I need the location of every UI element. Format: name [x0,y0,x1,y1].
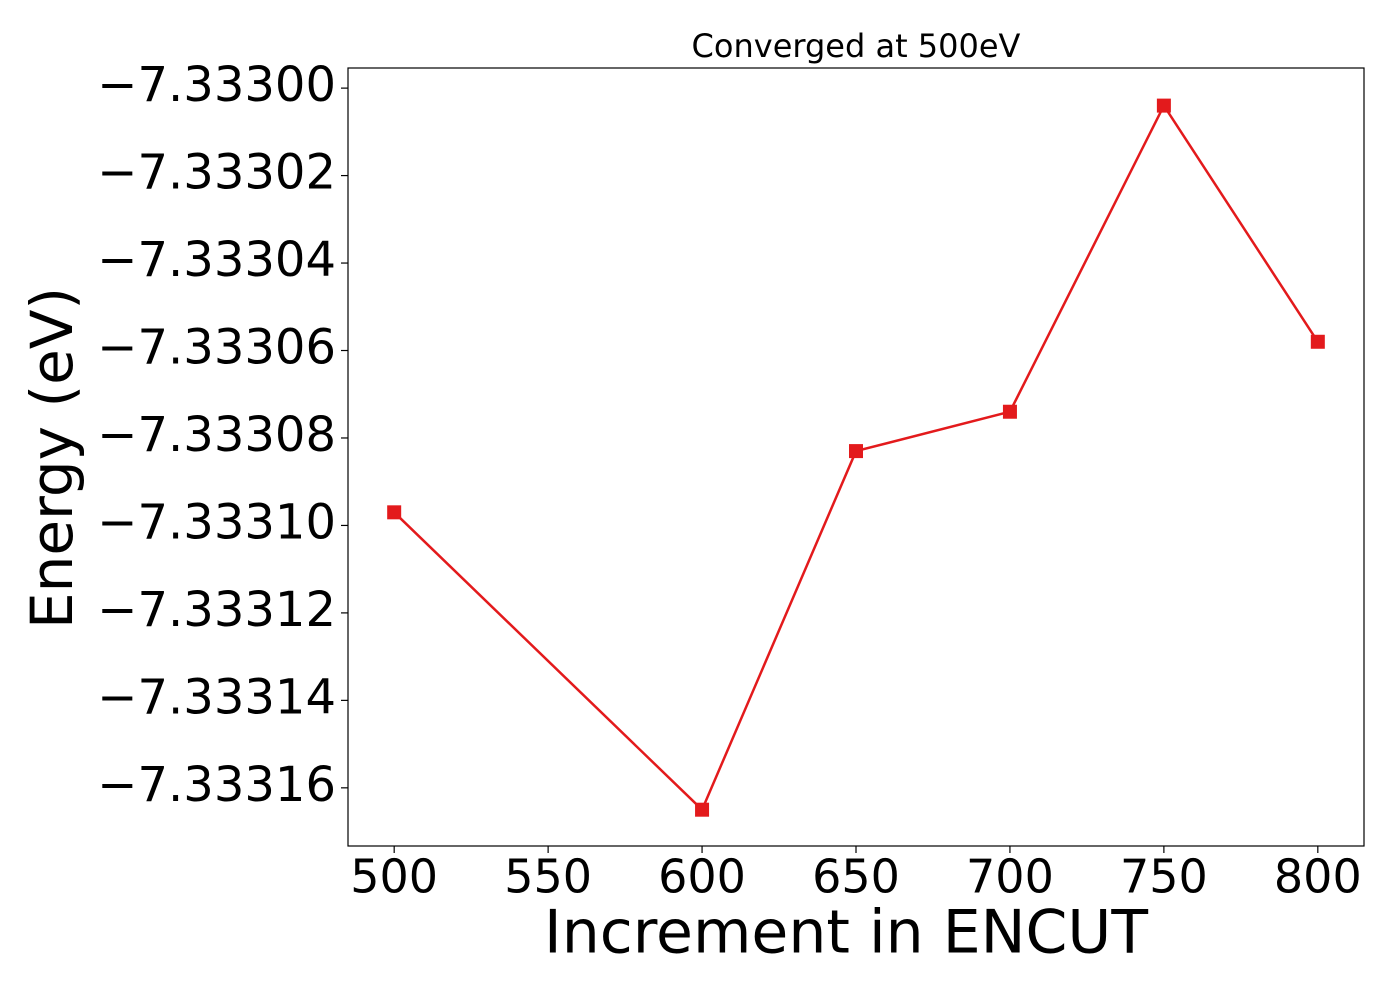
x-tick-label: 800 [1274,850,1362,904]
y-tick-label: −7.33302 [97,145,336,201]
y-tick-label: −7.33300 [97,57,336,113]
x-tick-label: 500 [350,850,438,904]
data-point [849,444,863,459]
x-axis-label: Increment in ENCUT [544,898,1148,968]
chart-title: Converged at 500eV [692,27,1021,65]
y-tick-label: −7.33308 [97,407,336,463]
y-tick-label: −7.33316 [97,757,336,813]
y-tick-label: −7.33314 [97,669,336,725]
data-point [387,505,402,520]
data-point [695,802,710,817]
y-tick-label: −7.33306 [97,320,336,376]
data-line [393,103,1319,812]
y-tick-label: −7.33312 [97,582,336,638]
x-tick-label: 550 [504,850,592,904]
x-tick-label: 650 [812,850,900,904]
x-tick-label: 700 [966,850,1054,904]
y-tick-label: −7.33310 [97,494,336,550]
y-axis-label: Energy (eV) [18,287,86,629]
data-point [1310,334,1325,349]
x-tick-label: 600 [658,850,746,904]
y-tick-label: −7.33304 [97,232,336,288]
data-point [1002,404,1017,419]
x-tick-label: 750 [1120,850,1208,904]
data-point [1156,98,1171,113]
